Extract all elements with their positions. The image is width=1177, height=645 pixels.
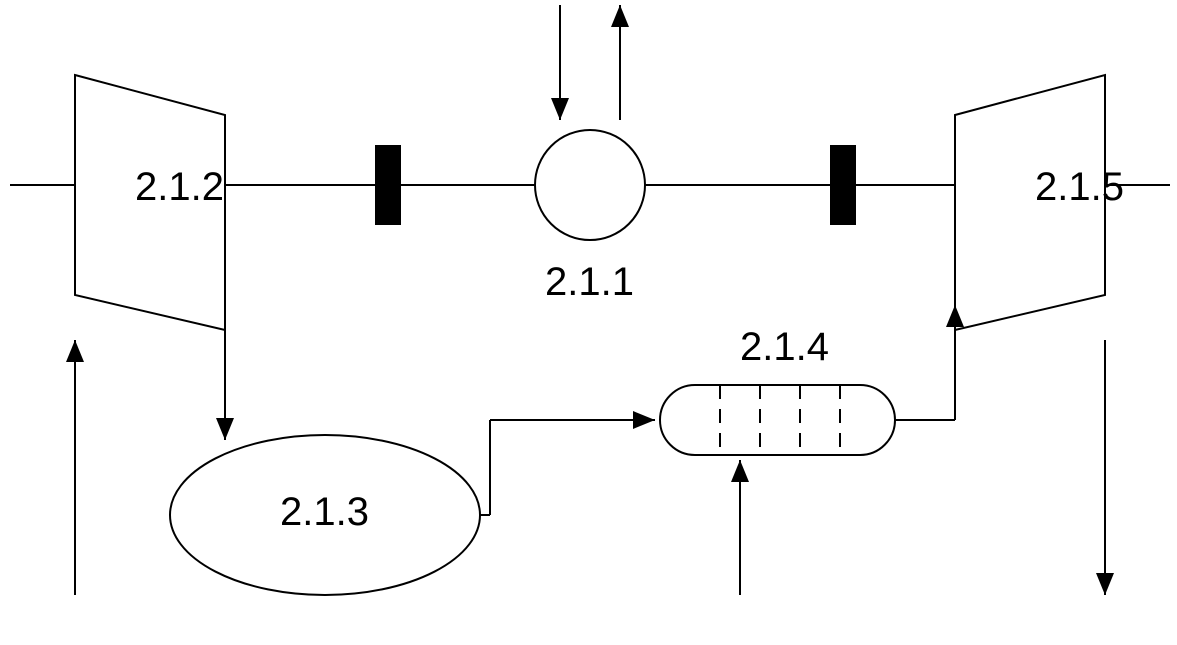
process-flow-diagram: 2.1.2 2.1.1 2.1.3 2.1.4 2.1.5 — [0, 0, 1177, 645]
coupling-block-1 — [375, 145, 401, 225]
compressor_left-label: 2.1.2 — [135, 165, 224, 209]
generator-circle — [535, 130, 645, 240]
turbine_right-label: 2.1.5 — [1035, 165, 1124, 209]
circle_center-label: 2.1.1 — [545, 260, 634, 304]
combustor-vessel — [660, 385, 895, 455]
ellipse_bottom-label: 2.1.3 — [280, 490, 369, 534]
vessel-label: 2.1.4 — [740, 325, 829, 369]
coupling-block-2 — [830, 145, 856, 225]
